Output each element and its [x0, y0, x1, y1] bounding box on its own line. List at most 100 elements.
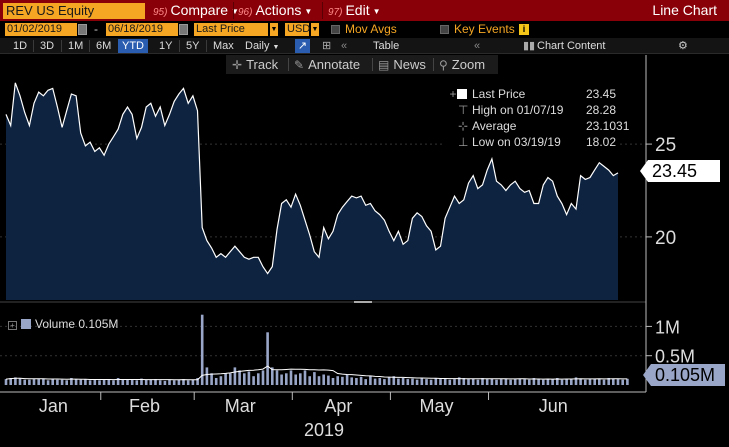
- chevron-down-icon[interactable]: ▼: [311, 23, 319, 36]
- volume-bar: [224, 373, 227, 385]
- edit-button[interactable]: 97) Edit ▼: [328, 2, 381, 19]
- calendar-icon[interactable]: [179, 24, 188, 35]
- volume-bar: [345, 375, 349, 385]
- volume-bar: [308, 376, 311, 385]
- volume-bar: [341, 376, 344, 385]
- actions-button[interactable]: 96) Actions ▼: [238, 2, 312, 19]
- edit-label: Edit: [345, 2, 370, 18]
- volume-bar: [116, 378, 120, 385]
- actions-label: Actions: [255, 2, 302, 18]
- security-ticker[interactable]: REV US Equity: [3, 3, 145, 19]
- volume-tick-label: 1M: [655, 317, 680, 337]
- chevron-down-icon[interactable]: ▼: [270, 23, 278, 36]
- volume-tick-label: 0.5M: [655, 347, 695, 367]
- volume-bar: [485, 379, 489, 385]
- track-button[interactable]: ✛ Track: [232, 55, 278, 74]
- volume-bar: [499, 379, 503, 385]
- expand-icon[interactable]: +: [8, 321, 17, 330]
- volume-bar: [439, 379, 442, 385]
- currency-select[interactable]: USD: [285, 23, 311, 36]
- period-6m[interactable]: 6M: [96, 40, 112, 52]
- volume-bar: [434, 378, 438, 385]
- volume-bar: [593, 378, 596, 385]
- period-1y[interactable]: 1Y: [159, 40, 173, 52]
- volume-bar: [411, 378, 414, 385]
- news-button[interactable]: ▤ News: [378, 55, 426, 74]
- start-date-field[interactable]: 01/02/2019: [5, 23, 77, 36]
- volume-bar: [429, 379, 433, 385]
- period-1d[interactable]: 1D: [13, 40, 28, 52]
- crosshair-icon: ✛: [232, 58, 243, 72]
- mov-avgs-checkbox[interactable]: [331, 25, 340, 34]
- volume-bar: [504, 378, 508, 385]
- volume-bar: [149, 379, 153, 385]
- newspaper-icon: ▤: [378, 58, 390, 72]
- chart-content-button[interactable]: Chart Content: [537, 40, 606, 52]
- period-5y[interactable]: 5Y: [186, 40, 200, 52]
- frequency-label: Daily: [245, 40, 270, 52]
- month-tick-label: Jan: [39, 396, 68, 416]
- month-tick-label: May: [419, 396, 453, 416]
- legend-label: Last Price: [472, 87, 526, 101]
- info-icon[interactable]: i: [519, 24, 529, 35]
- chevron-down-icon: ▼: [272, 44, 280, 51]
- volume-bar: [425, 379, 428, 385]
- volume-bar: [280, 374, 283, 385]
- volume-bar: [14, 377, 17, 385]
- end-date-field[interactable]: 06/18/2019: [106, 23, 178, 36]
- volume-bar: [383, 379, 386, 385]
- period-max[interactable]: Max: [213, 40, 234, 52]
- volume-bar: [294, 374, 297, 385]
- table-button[interactable]: Table: [373, 40, 400, 52]
- volume-bar: [74, 379, 78, 385]
- period-ytd[interactable]: YTD: [118, 39, 148, 53]
- volume-bar: [266, 332, 269, 385]
- volume-bar: [443, 378, 447, 385]
- divider: [33, 40, 34, 52]
- volume-legend[interactable]: + Volume 0.105M: [8, 316, 118, 332]
- time-axis: Jan Feb Mar Apr May Jun 2019: [39, 392, 568, 440]
- volume-bar: [317, 376, 321, 385]
- volume-bar: [214, 378, 218, 385]
- volume-bar: [565, 378, 568, 385]
- period-3d[interactable]: 3D: [40, 40, 55, 52]
- period-bar: 1D 3D 1M 6M YTD 1Y 5Y Max Daily ▼ ↗ ⊞ « T…: [0, 38, 729, 54]
- period-1m[interactable]: 1M: [68, 40, 84, 52]
- chart-toolbar: ✛ Track ✎ Annotate ▤ News ⚲ Zoom: [226, 55, 498, 74]
- annotate-button[interactable]: ✎ Annotate: [294, 55, 360, 74]
- volume-bar: [570, 379, 573, 385]
- volume-bar: [369, 375, 372, 385]
- magnifier-icon: ⚲: [439, 58, 448, 72]
- compare-button[interactable]: 95) Compare ▼: [153, 2, 239, 19]
- volume-bar: [135, 380, 139, 385]
- chart-settings-bar: 01/02/2019 - 06/18/2019 Last Price ▼ USD…: [0, 21, 729, 38]
- volume-bar: [4, 379, 8, 385]
- year-label: 2019: [304, 420, 344, 440]
- average-marker-icon: ⊹: [458, 119, 469, 133]
- actions-shortcut: 96): [238, 7, 253, 18]
- price-field-select[interactable]: Last Price: [194, 23, 268, 36]
- divider: «: [341, 40, 348, 52]
- volume-bar: [392, 376, 396, 385]
- divider: «: [474, 40, 481, 52]
- key-events-checkbox[interactable]: [440, 25, 449, 34]
- volume-bar: [37, 379, 40, 385]
- calendar-icon[interactable]: [78, 24, 87, 35]
- line-chart-icon[interactable]: ↗: [295, 39, 310, 53]
- legend-last-price[interactable]: + Last Price 23.45: [444, 86, 620, 102]
- white-square-icon: [457, 89, 467, 99]
- volume-bar: [200, 314, 204, 385]
- frequency-select[interactable]: Daily ▼: [245, 39, 279, 53]
- gear-icon[interactable]: ⚙: [678, 40, 688, 52]
- zoom-button[interactable]: ⚲ Zoom: [439, 55, 485, 74]
- volume-bar: [46, 380, 50, 385]
- track-label: Track: [246, 57, 279, 72]
- volume-bar: [88, 380, 92, 385]
- chevron-down-icon: ▼: [372, 7, 381, 16]
- volume-bar: [481, 378, 484, 385]
- bar-style-icon[interactable]: ⊞: [322, 40, 332, 52]
- volume-bar: [196, 378, 199, 385]
- volume-axis: 0.5M 1M: [646, 317, 695, 367]
- volume-swatch-icon: [21, 319, 31, 329]
